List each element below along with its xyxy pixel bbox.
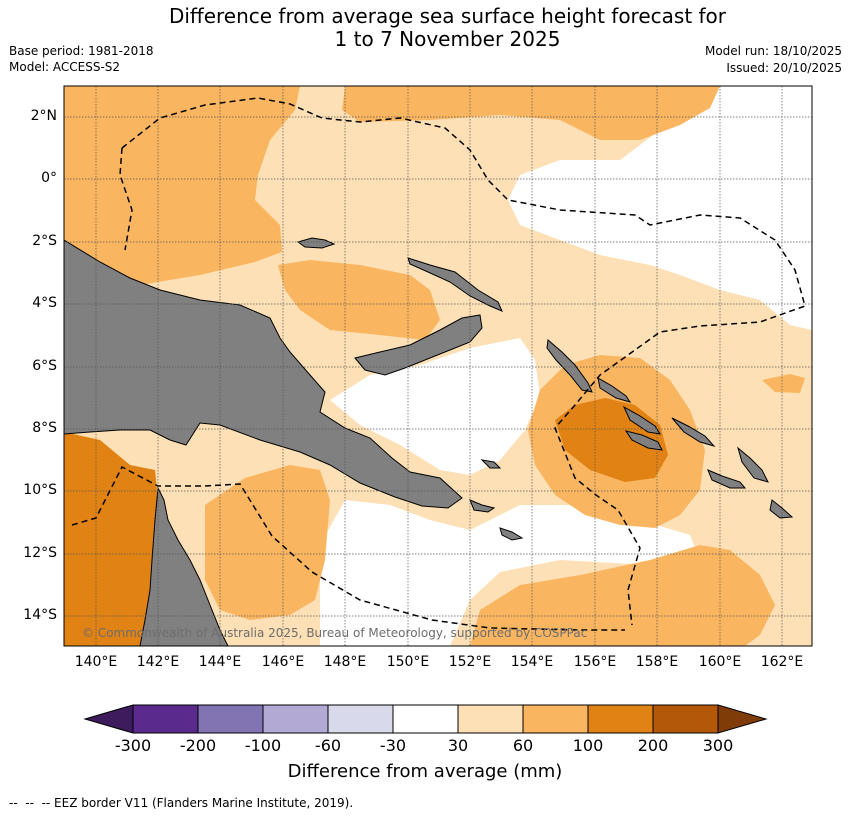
malaita [671, 417, 716, 447]
band-60-100-north [342, 86, 720, 140]
colorbar-segment [132, 704, 199, 734]
colorbar-tick-label: 300 [702, 736, 734, 755]
chart-title-line2: 1 to 7 November 2025 [334, 27, 561, 51]
colorbar-segment [327, 704, 394, 734]
lat-label: 4°S [32, 295, 57, 311]
lon-label: 140°E [74, 654, 118, 670]
band-60-100-northwest [64, 86, 300, 290]
colorbar-segment [587, 704, 654, 734]
lon-label: 160°E [698, 654, 742, 670]
colorbar-segment [652, 704, 719, 734]
colorbar-tick-label: -30 [379, 736, 407, 755]
map-frame [63, 85, 813, 647]
eez-legend-footnote: -- -- -- EEZ border V11 (Flanders Marine… [9, 796, 354, 810]
lat-label: 0° [41, 170, 57, 186]
eez-australia [71, 465, 625, 631]
model-run-label: Model run: 18/10/2025 [704, 44, 842, 58]
band-60-100-coral-sea-south [470, 545, 775, 646]
band-neutral-east [508, 86, 812, 330]
land-masses [64, 237, 794, 646]
vanuatu-north [737, 446, 769, 483]
new-britain [354, 314, 483, 376]
colorbar-segment [262, 704, 329, 734]
santa-isabel [622, 405, 662, 435]
choiseul [597, 377, 632, 403]
new-guinea [64, 239, 463, 509]
lat-label: 12°S [23, 545, 57, 561]
lon-label: 152°E [448, 654, 492, 670]
colorbar-tick-label: -200 [179, 736, 217, 755]
fergusson-islands [469, 499, 496, 513]
guadalcanal [624, 430, 663, 451]
lon-label: 158°E [635, 654, 679, 670]
vanuatu-south [769, 499, 794, 519]
band-60-100-bismarck [278, 260, 440, 340]
lat-label: 14°S [23, 607, 57, 623]
colorbar-tick-label: -60 [314, 736, 342, 755]
colorbar-tick-label: -100 [244, 736, 282, 755]
graticule [64, 86, 812, 646]
makira [707, 469, 747, 489]
eez-png-west [119, 147, 133, 251]
eez-borders [71, 97, 806, 631]
lon-label: 146°E [261, 654, 305, 670]
colorbar-tick-label: 30 [447, 736, 469, 755]
lon-label: 162°E [760, 654, 804, 670]
band-60-100-gulf-papua [205, 465, 330, 620]
lon-label: 156°E [573, 654, 617, 670]
band-60-100-east-patch [762, 374, 805, 393]
lat-label: 2°N [30, 108, 57, 124]
lat-label: 10°S [23, 482, 57, 498]
colorbar-extend-low [83, 704, 134, 734]
lon-label: 154°E [510, 654, 554, 670]
lon-label: 148°E [323, 654, 367, 670]
colorbar-segment [522, 704, 589, 734]
trobriand-islands [480, 459, 502, 469]
issued-label: Issued: 20/10/2025 [726, 61, 842, 75]
band-100-200-gulf-carpentaria [64, 432, 158, 646]
manus [296, 237, 336, 249]
lat-label: 2°S [32, 233, 57, 249]
lon-label: 144°E [198, 654, 242, 670]
colorbar-title: Difference from average (mm) [287, 761, 563, 782]
colorbar [83, 704, 768, 734]
chart-title-line1: Difference from average sea surface heig… [168, 4, 727, 28]
colorbar-extend-high [717, 704, 768, 734]
band-neutral-coral-sea [320, 500, 700, 646]
band-neutral-solomon-sea [330, 338, 540, 475]
lon-label: 142°E [136, 654, 180, 670]
lat-label: 8°S [32, 420, 57, 436]
base-period-label: Base period: 1981-2018 [9, 44, 154, 58]
new-ireland [407, 257, 503, 312]
lat-label: 6°S [32, 358, 57, 374]
louisiade-islands [499, 527, 524, 541]
colorbar-segment [457, 704, 524, 734]
colorbar-tick-label: 60 [512, 736, 534, 755]
model-label: Model: ACCESS-S2 [9, 60, 121, 74]
copyright-notice: © Commonwealth of Australia 2025, Bureau… [82, 626, 588, 640]
colorbar-tick-label: 200 [637, 736, 669, 755]
eez-png [121, 97, 806, 626]
colorbar-segment [197, 704, 264, 734]
lon-label: 150°E [386, 654, 430, 670]
colorbar-segment [392, 704, 459, 734]
colorbar-tick-label: 100 [572, 736, 604, 755]
colorbar-tick-label: -300 [114, 736, 152, 755]
